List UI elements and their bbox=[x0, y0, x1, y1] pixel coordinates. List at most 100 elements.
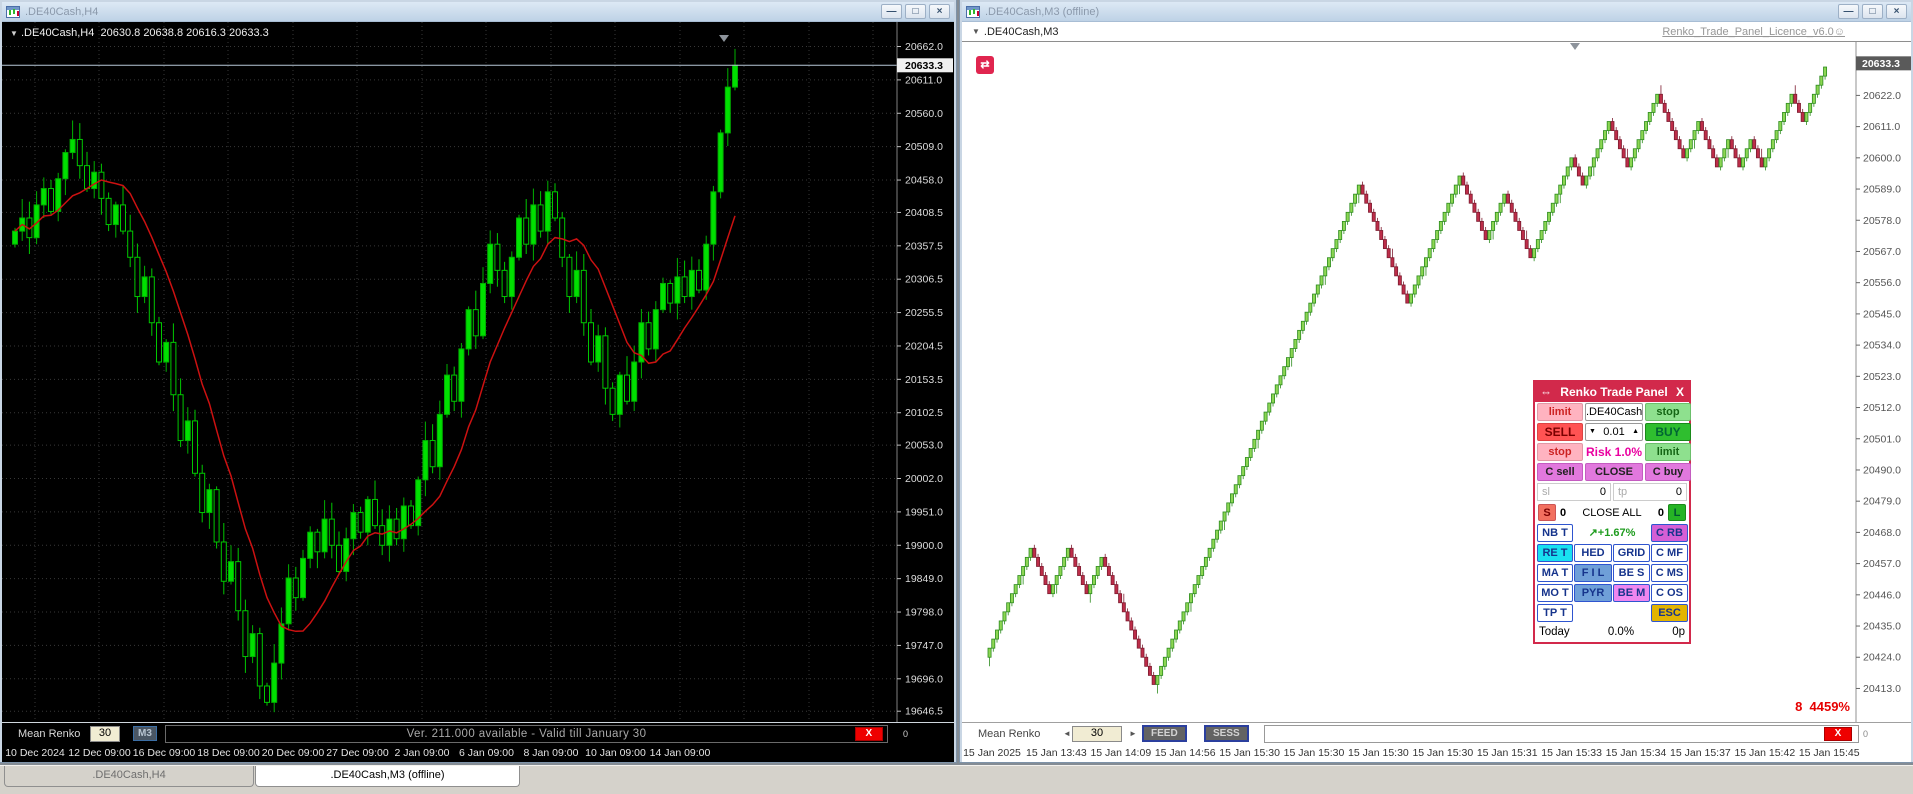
esc-button[interactable]: ESC bbox=[1651, 604, 1688, 622]
renko-brick bbox=[1565, 166, 1570, 177]
cms-button[interactable]: C MS bbox=[1651, 564, 1688, 582]
decrease-arrow-icon[interactable]: ◄ bbox=[1063, 729, 1071, 738]
price-tick-label: 20622.0 bbox=[1863, 90, 1901, 102]
candle-body bbox=[710, 191, 717, 245]
bem-button[interactable]: BE M bbox=[1613, 584, 1650, 602]
buy-count-button[interactable]: L bbox=[1668, 504, 1686, 521]
renko-brick bbox=[1271, 393, 1275, 404]
limit-buy-button[interactable]: limit bbox=[1645, 443, 1691, 461]
chart-header: ▼ .DE40Cash,M3 Renko_Trade_Panel_Licence… bbox=[962, 22, 1911, 42]
renko-brick bbox=[1748, 139, 1753, 150]
lot-down-icon[interactable]: ▼ bbox=[1589, 428, 1596, 435]
restore-button[interactable]: □ bbox=[1862, 4, 1883, 19]
pyr-button[interactable]: PYR bbox=[1574, 584, 1612, 602]
brick-size-input[interactable]: 30 bbox=[90, 725, 120, 742]
candle-body bbox=[544, 191, 551, 232]
cmf-button[interactable]: C MF bbox=[1651, 544, 1688, 562]
close-button[interactable]: × bbox=[1886, 4, 1907, 19]
dropdown-arrow-icon[interactable]: ▼ bbox=[10, 29, 18, 38]
ret-button[interactable]: RE T bbox=[1537, 544, 1573, 562]
time-axis-h4[interactable]: 10 Dec 2024 12 Dec 09:00 16 Dec 09:00 18 De… bbox=[2, 744, 954, 762]
candle-body bbox=[76, 138, 83, 167]
mot-button[interactable]: MO T bbox=[1537, 584, 1573, 602]
renko-brick bbox=[1677, 139, 1682, 150]
sess-button[interactable]: SESS bbox=[1204, 725, 1249, 742]
time-tick-label: 10 Dec 2024 bbox=[5, 747, 65, 759]
limit-sell-button[interactable]: limit bbox=[1537, 403, 1583, 421]
buy-button[interactable]: BUY bbox=[1645, 423, 1691, 441]
renko-brick bbox=[1655, 93, 1660, 104]
bes-button[interactable]: BE S bbox=[1613, 564, 1650, 582]
renko-brick bbox=[1673, 130, 1678, 141]
timeframe-button[interactable]: M3 bbox=[133, 726, 157, 741]
price-tick-label: 20255.5 bbox=[905, 307, 943, 319]
price-tick-label: 20512.0 bbox=[1863, 402, 1901, 414]
renko-brick bbox=[1483, 230, 1488, 240]
feed-button[interactable]: FEED bbox=[1142, 725, 1187, 742]
close-buy-button[interactable]: C buy bbox=[1645, 463, 1691, 481]
tp-field[interactable]: tp 0 bbox=[1613, 483, 1687, 501]
restore-button[interactable]: □ bbox=[905, 4, 926, 19]
close-button[interactable]: × bbox=[929, 4, 950, 19]
stop-sell-button[interactable]: stop bbox=[1537, 443, 1583, 461]
grid-button[interactable]: GRID bbox=[1613, 544, 1650, 562]
candle-body bbox=[595, 335, 602, 363]
renko-brick bbox=[1681, 148, 1686, 159]
minimize-button[interactable]: — bbox=[881, 4, 902, 19]
tpt-button[interactable]: TP T bbox=[1537, 604, 1573, 622]
license-link[interactable]: Renko_Trade_Panel_Licence_v6.0☺ bbox=[1662, 25, 1845, 38]
mat-button[interactable]: MA T bbox=[1537, 564, 1573, 582]
renko-brick bbox=[1382, 239, 1387, 250]
panel-close-button[interactable]: X bbox=[1675, 385, 1684, 399]
dismiss-banner-button[interactable]: X bbox=[855, 726, 883, 741]
titlebar-h4[interactable]: .DE40Cash,H4 — □ × bbox=[2, 2, 954, 22]
panel-toggle-icon[interactable]: ⇄ bbox=[976, 56, 994, 74]
time-tick-label: 2 Jan 09:00 bbox=[394, 747, 450, 759]
dropdown-arrow-icon[interactable]: ▼ bbox=[972, 27, 980, 36]
renko-brick bbox=[1800, 112, 1805, 122]
hed-button[interactable]: HED bbox=[1574, 544, 1612, 562]
minimize-button[interactable]: — bbox=[1838, 4, 1859, 19]
candle-body bbox=[508, 256, 515, 298]
sl-field[interactable]: sl 0 bbox=[1537, 483, 1611, 501]
renko-brick bbox=[1524, 239, 1529, 250]
renko-brick bbox=[1644, 121, 1648, 131]
sell-button[interactable]: SELL bbox=[1537, 423, 1583, 441]
stop-buy-button[interactable]: stop bbox=[1645, 403, 1691, 421]
renko-brick bbox=[1095, 566, 1100, 576]
renko-brick bbox=[1573, 157, 1578, 168]
cos-button[interactable]: C OS bbox=[1651, 584, 1688, 602]
close-all-button[interactable]: CLOSE ALL bbox=[1582, 506, 1642, 519]
dismiss-button[interactable]: X bbox=[1824, 726, 1852, 741]
symbol-field[interactable]: .DE40Cash bbox=[1585, 403, 1643, 421]
close-button[interactable]: CLOSE bbox=[1585, 463, 1643, 481]
renko-brick bbox=[1502, 193, 1507, 204]
renko-brick bbox=[1763, 157, 1768, 168]
time-tick-label: 15 Jan 15:45 bbox=[1798, 747, 1860, 759]
candle-body bbox=[552, 191, 558, 219]
nbt-button[interactable]: NB T bbox=[1537, 524, 1573, 542]
crb-button[interactable]: C RB bbox=[1651, 524, 1688, 542]
candlestick-chart[interactable]: 20662.0 20611.0 20560.0 20509.0 20458.0 20408… bbox=[2, 22, 954, 722]
renko-chart[interactable]: 20622.0 20611.0 20600.0 20589.0 20578.0 20567… bbox=[962, 42, 1911, 722]
titlebar-m3[interactable]: .DE40Cash,M3 (offline) — □ × bbox=[962, 2, 1911, 22]
renko-brick bbox=[1714, 157, 1719, 168]
tab-de40cash-h4[interactable]: .DE40Cash,H4 bbox=[4, 766, 254, 787]
arrow-marker-icon[interactable] bbox=[1570, 43, 1580, 50]
sell-count-button[interactable]: S bbox=[1538, 504, 1556, 521]
arrow-marker-icon[interactable] bbox=[719, 35, 729, 42]
tab-de40cash-m3[interactable]: .DE40Cash,M3 (offline) bbox=[255, 766, 520, 787]
renko-brick bbox=[1442, 211, 1447, 222]
renko-brick bbox=[1435, 230, 1440, 240]
renko-brick bbox=[1103, 556, 1108, 567]
close-sell-button[interactable]: C sell bbox=[1537, 463, 1583, 481]
increase-arrow-icon[interactable]: ► bbox=[1129, 729, 1137, 738]
panel-move-icon[interactable]: ⇔ bbox=[1540, 385, 1552, 399]
lot-up-icon[interactable]: ▲ bbox=[1632, 428, 1639, 435]
renko-brick bbox=[1509, 202, 1514, 213]
lot-stepper[interactable]: ▼ 0.01 ▲ bbox=[1585, 423, 1643, 441]
fil-button[interactable]: F I L bbox=[1574, 564, 1612, 582]
time-axis-m3[interactable]: 15 Jan 2025 15 Jan 13:43 15 Jan 14:09 15 Ja… bbox=[962, 744, 1911, 762]
brick-size-input[interactable]: 30 bbox=[1072, 725, 1122, 742]
renko-brick bbox=[1465, 184, 1469, 195]
